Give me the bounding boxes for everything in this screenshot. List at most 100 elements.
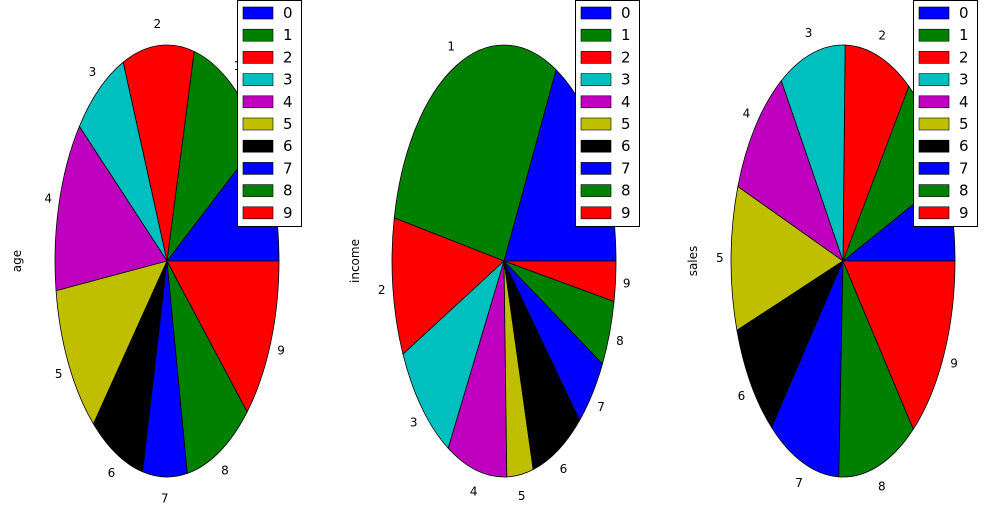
pie-slice-9 [166, 260, 280, 413]
pie-slice-6 [736, 260, 844, 428]
legend-swatch-3 [580, 73, 612, 86]
legend-label-5: 5 [283, 115, 293, 133]
pie-slice-4 [447, 260, 508, 478]
slice-label-3: 3 [805, 26, 813, 40]
pie-slice-7 [771, 260, 844, 478]
slice-label-5: 5 [55, 367, 63, 381]
legend-label-2: 2 [959, 48, 969, 66]
legend-label-7: 7 [283, 159, 293, 177]
legend-swatch-6 [918, 139, 950, 153]
legend-swatch-1 [918, 28, 950, 42]
legend-label-1: 1 [959, 26, 969, 44]
slice-label-3: 3 [89, 65, 97, 79]
legend-label-2: 2 [621, 48, 631, 66]
slice-label-9: 9 [277, 344, 285, 358]
legend-swatch-2 [242, 51, 274, 64]
legend: 0 1 2 3 4 5 6 7 8 9 [237, 0, 302, 227]
legend-label-8: 8 [621, 182, 631, 200]
pie-slice-3 [780, 44, 846, 262]
legend: 0 1 2 3 4 5 6 7 8 9 [913, 0, 978, 227]
legend-label-9: 9 [621, 204, 631, 222]
pie-slice-9 [503, 260, 617, 302]
slice-label-7: 7 [161, 492, 169, 506]
income-pie-chart: 0 1 2 3 4 5 6 7 8 9 income 0 1 2 3 4 5 6 7 8 9 [348, 0, 640, 503]
legend-label-9: 9 [959, 204, 969, 222]
pie-slice-5 [730, 186, 844, 331]
pie-slice-5 [55, 260, 168, 425]
pie-slice-8 [166, 260, 248, 474]
pie-slice-2 [391, 217, 505, 355]
slice-label-8: 8 [221, 464, 229, 478]
slice-label-8: 8 [878, 480, 886, 494]
legend-label-0: 0 [621, 4, 631, 22]
slice-label-4: 4 [44, 191, 52, 205]
legend-swatch-9 [918, 206, 950, 220]
legend-swatch-8 [242, 184, 274, 197]
slice-label-7: 7 [795, 476, 803, 490]
legend-label-5: 5 [621, 115, 631, 133]
pie-slice-2 [122, 44, 195, 262]
legend-swatch-6 [580, 139, 612, 153]
legend-label-3: 3 [283, 71, 293, 89]
legend-label-0: 0 [283, 4, 293, 22]
legend-label-7: 7 [959, 159, 969, 177]
legend-swatch-3 [918, 73, 950, 86]
legend-label-4: 4 [283, 93, 293, 111]
legend-label-5: 5 [959, 115, 969, 133]
legend-swatch-5 [580, 117, 612, 131]
legend-swatch-2 [580, 51, 612, 64]
legend-label-3: 3 [959, 71, 969, 89]
y-axis-label: age [10, 250, 24, 272]
legend-label-1: 1 [283, 26, 293, 44]
pie-slice-3 [402, 260, 505, 449]
slice-label-2: 2 [378, 283, 386, 297]
legend-label-0: 0 [959, 4, 969, 22]
legend-label-8: 8 [283, 182, 293, 200]
slice-label-5: 5 [716, 251, 724, 265]
legend-label-9: 9 [283, 204, 293, 222]
legend-swatch-9 [580, 206, 612, 220]
legend-swatch-8 [580, 184, 612, 197]
slice-label-2: 2 [153, 17, 161, 31]
legend-label-6: 6 [621, 137, 631, 155]
pie-slice-4 [54, 126, 168, 292]
legend-swatch-3 [242, 73, 274, 86]
slice-label-4: 4 [470, 484, 478, 498]
legend-swatch-0 [242, 6, 274, 20]
age-pie-chart: 0 1 2 3 4 5 6 7 8 9 age 0 1 2 3 4 5 6 7 8 9 [10, 0, 302, 506]
legend-swatch-7 [918, 162, 950, 175]
legend-swatch-2 [918, 51, 950, 64]
pie-slice-3 [78, 61, 168, 262]
slice-label-5: 5 [518, 489, 526, 503]
legend-swatch-9 [242, 206, 274, 220]
slice-label-6: 6 [560, 462, 568, 476]
legend-label-4: 4 [959, 93, 969, 111]
pie-slice-6 [503, 260, 581, 470]
legend-swatch-1 [580, 28, 612, 42]
legend-label-6: 6 [959, 137, 969, 155]
slice-label-6: 6 [738, 389, 746, 403]
pie-slice-4 [737, 80, 844, 262]
slice-label-4: 4 [743, 107, 751, 121]
sales-pie-chart: 0 1 2 3 4 5 6 7 8 9 sales 0 1 2 3 4 5 6 7 8 9 [686, 0, 978, 494]
legend-swatch-1 [242, 28, 274, 42]
legend-swatch-4 [242, 95, 274, 109]
slice-label-6: 6 [108, 466, 116, 480]
legend-swatch-4 [918, 95, 950, 109]
legend-label-6: 6 [283, 137, 293, 155]
slice-label-9: 9 [950, 357, 958, 371]
legend-label-7: 7 [621, 159, 631, 177]
legend-label-1: 1 [621, 26, 631, 44]
pie-slice-8 [838, 260, 914, 478]
y-axis-label: sales [686, 246, 700, 277]
pie-slice-9 [842, 260, 956, 430]
legend-label-4: 4 [621, 93, 631, 111]
slice-label-2: 2 [878, 29, 886, 43]
legend: 0 1 2 3 4 5 6 7 8 9 [575, 0, 640, 227]
legend-swatch-0 [918, 6, 950, 20]
legend-swatch-0 [580, 6, 612, 20]
slice-label-3: 3 [410, 416, 418, 430]
slice-label-1: 1 [447, 39, 455, 53]
legend-label-3: 3 [621, 71, 631, 89]
